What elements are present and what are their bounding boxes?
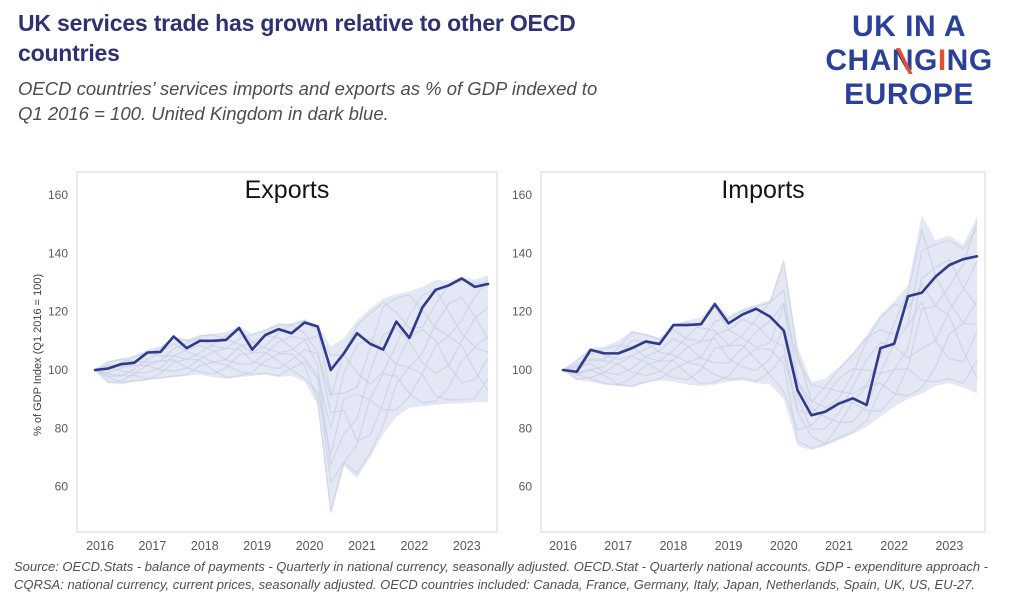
imports-chart-title: Imports <box>721 176 805 204</box>
oecd-range-band <box>95 275 488 516</box>
header: UK services trade has grown relative to … <box>18 8 788 126</box>
subtitle: OECD countries’ services imports and exp… <box>18 76 788 126</box>
oecd-country-line <box>94 346 489 511</box>
x-tick-label: 2018 <box>191 539 219 553</box>
plot-border <box>76 171 498 533</box>
logo-line2: CHANGING <box>804 44 1014 78</box>
exports-chart: 160 140 120 100 80 60 2016 2017 2018 2019 2020 2021… <box>32 171 498 553</box>
y-tick-label: 80 <box>519 421 533 435</box>
y-axis-title: % of GDP Index (Q1 2016 = 100) <box>32 274 44 436</box>
x-tick-label: 2022 <box>880 539 908 553</box>
y-tick-label: 60 <box>519 480 533 494</box>
logo-letter-n: N <box>892 44 914 78</box>
oecd-country-line <box>562 260 978 431</box>
page-title-line2: countries <box>18 40 120 66</box>
plot-border <box>540 171 986 533</box>
oecd-range-band <box>563 215 977 451</box>
x-tick-label: 2017 <box>604 539 632 553</box>
oecd-country-line <box>562 322 978 449</box>
x-tick-label: 2017 <box>138 539 166 553</box>
logo-line2-g: G <box>913 44 938 77</box>
oecd-country-line <box>562 227 978 404</box>
oecd-country-line <box>94 306 489 468</box>
y-tick-label: 120 <box>512 305 532 319</box>
x-tick-label: 2016 <box>86 539 114 553</box>
uk-in-a-changing-europe-logo: UK IN A CHANGING EUROPE <box>804 10 1014 112</box>
x-tick-label: 2021 <box>825 539 853 553</box>
oecd-country-line <box>562 258 978 416</box>
x-tick-label: 2023 <box>935 539 963 553</box>
y-tick-label: 160 <box>48 188 68 202</box>
imports-chart: 160 140 120 100 80 60 2016 2017 2018 2019 2020 2021… <box>512 171 986 553</box>
oecd-country-line <box>94 328 489 442</box>
oecd-country-line <box>94 279 489 400</box>
x-tick-label: 2016 <box>549 539 577 553</box>
y-tick-label: 140 <box>48 246 68 260</box>
logo-line3: EUROPE <box>844 78 974 111</box>
x-tick-label: 2021 <box>348 539 376 553</box>
y-tick-label: 140 <box>512 246 532 260</box>
subtitle-line1: OECD countries’ services imports and exp… <box>18 78 598 99</box>
y-tick-label: 100 <box>48 363 68 377</box>
source-note-line1: Source: OECD.Stats - balance of payments… <box>14 559 989 574</box>
logo-line1: UK IN A <box>851 10 967 43</box>
x-tick-label: 2019 <box>715 539 743 553</box>
exports-chart-title: Exports <box>244 176 330 204</box>
uk-line <box>561 254 979 417</box>
oecd-country-line <box>94 289 489 386</box>
y-tick-label: 160 <box>512 188 532 202</box>
y-tick-label: 60 <box>55 480 69 494</box>
subtitle-line2: Q1 2016 = 100. United Kingdom in dark bl… <box>18 103 389 124</box>
source-note: Source: OECD.Stats - balance of payments… <box>14 558 1018 594</box>
y-tick-label: 120 <box>48 305 68 319</box>
x-tick-label: 2019 <box>243 539 271 553</box>
oecd-country-line <box>562 305 978 431</box>
oecd-country-line <box>562 300 978 424</box>
x-tick-label: 2023 <box>453 539 481 553</box>
logo-letter-i-orange: I <box>937 44 947 77</box>
y-tick-label: 100 <box>512 363 532 377</box>
source-note-line2: CQRSA: national currency, current prices… <box>14 577 976 592</box>
logo-line2-ng: NG <box>946 44 993 77</box>
x-tick-label: 2020 <box>296 539 324 553</box>
y-tick-label: 80 <box>55 421 69 435</box>
uk-line <box>93 277 490 372</box>
x-tick-label: 2018 <box>659 539 687 553</box>
x-tick-label: 2020 <box>770 539 798 553</box>
page-title: UK services trade has grown relative to … <box>18 8 788 68</box>
page-title-line1: UK services trade has grown relative to … <box>18 10 576 36</box>
logo-line2-cha: CHA <box>825 44 892 77</box>
x-tick-label: 2022 <box>400 539 428 553</box>
